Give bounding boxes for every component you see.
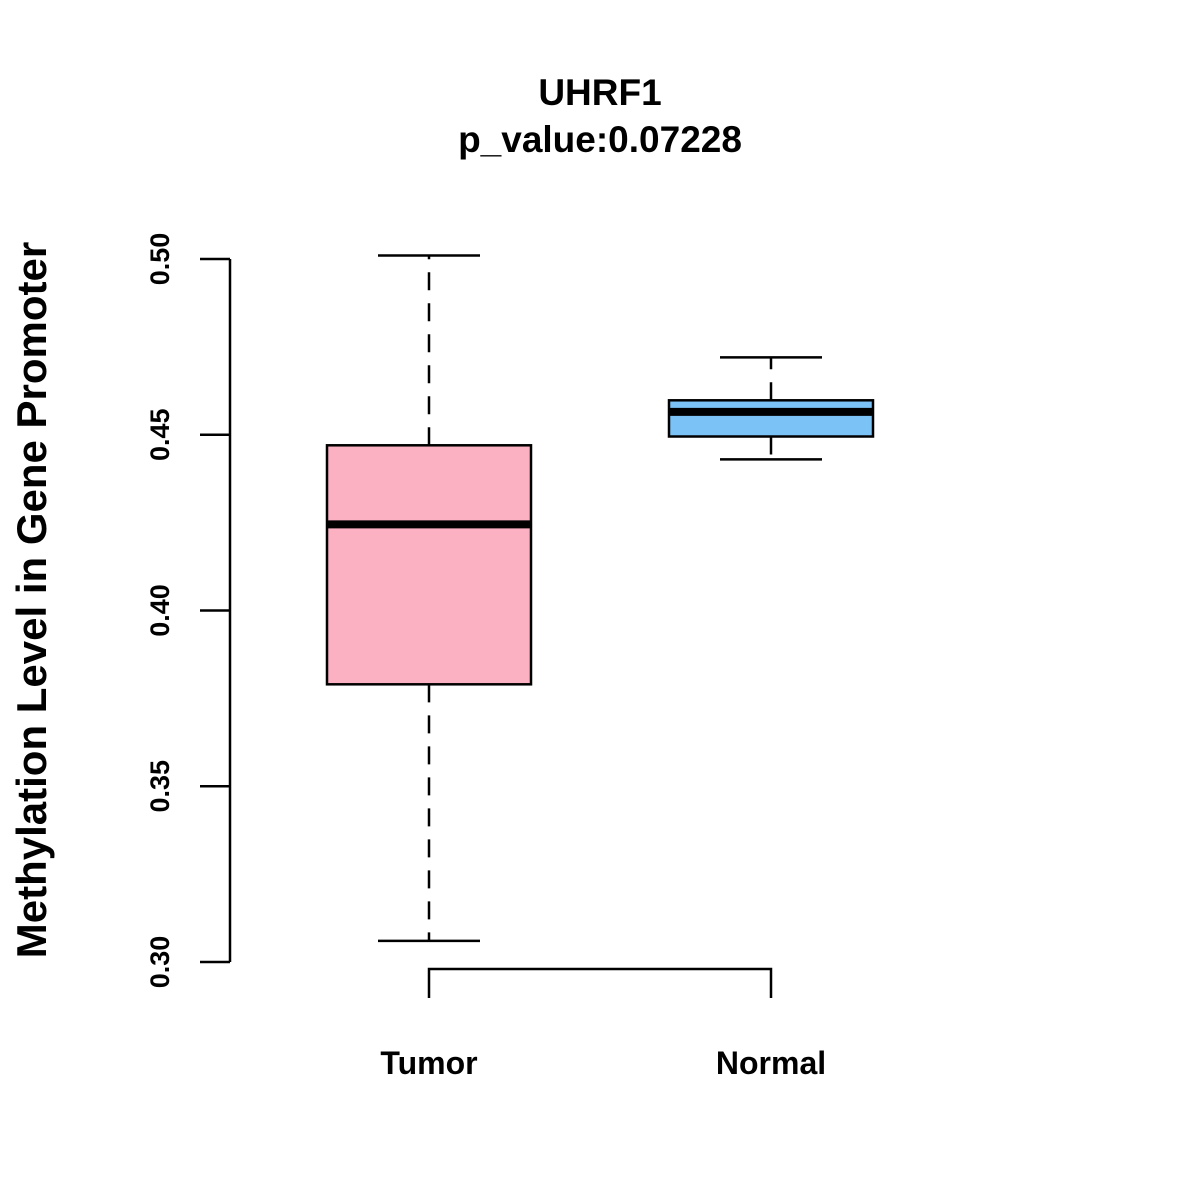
iqr-box [325,444,533,686]
category-label-normal: Normal [716,1045,826,1081]
y-tick-label: 0.30 [145,936,175,989]
box-normal [667,356,875,461]
chart-subtitle: p_value:0.07228 [458,119,742,160]
y-tick-label: 0.50 [145,233,175,286]
y-axis: 0.30 0.35 0.40 0.45 0.50 [145,233,232,989]
comparison-bracket [427,967,773,998]
y-tick-label: 0.45 [145,408,175,461]
boxes [325,254,875,943]
chart-title: UHRF1 [538,72,661,113]
y-axis-label: Methylation Level in Gene Promoter [8,242,55,958]
bracket-line [427,967,773,998]
iqr-box [667,399,875,438]
y-tick-label: 0.40 [145,584,175,637]
x-axis-categories: Tumor Normal [380,1045,826,1081]
box-tumor [325,254,533,943]
y-tick-label: 0.35 [145,760,175,813]
category-label-tumor: Tumor [380,1045,477,1081]
